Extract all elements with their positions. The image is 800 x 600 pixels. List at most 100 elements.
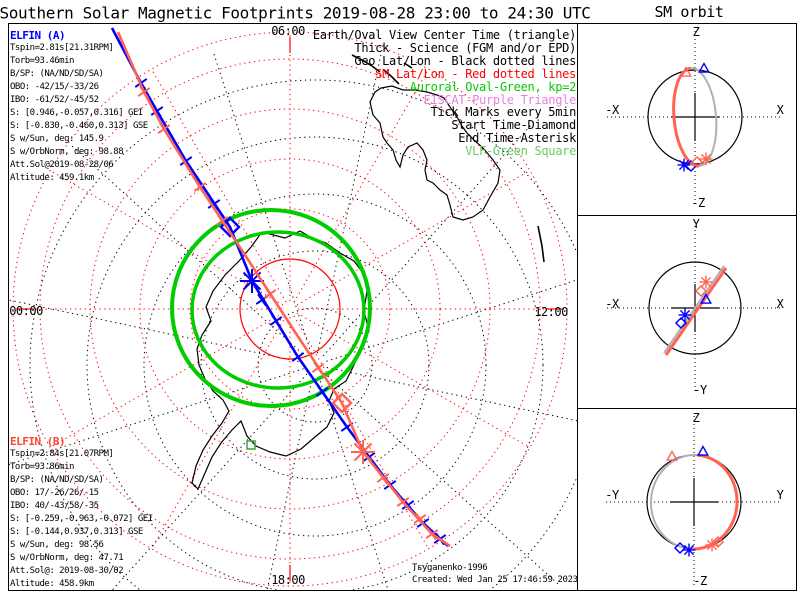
- asterisk-marker: [699, 275, 713, 289]
- legend-item: Thick - Science (FGM and/or EPD): [354, 40, 576, 55]
- mlt-label-1800: 18:00: [271, 573, 305, 587]
- elfin-b-line: Altitude: 458.9km: [10, 579, 94, 589]
- elfin-a-info-block: ELFIN (A) Tspin=2.81s[21.31RPM] Torb=93.…: [10, 29, 148, 185]
- 5min-tick: [137, 85, 151, 99]
- elfin-a-line: B/SP: (NA/ND/SD/SA): [10, 69, 104, 79]
- legend-item: End Time-Asterisk: [458, 131, 576, 146]
- created-stamp: Created: Wed Jan 25 17:46:59 2023: [412, 575, 578, 585]
- elfin-b-line: S w/Sun, deg: 98.56: [10, 540, 104, 550]
- triangle-marker: [698, 62, 710, 73]
- orbit-near-line: [664, 267, 728, 356]
- auroral-oval-outer: [170, 208, 372, 408]
- elfin-a-line: S: [0.946,-0.057,0.316] GEI: [10, 108, 143, 118]
- elfin-a-line: IBO: -61/52/-45/52: [10, 95, 99, 105]
- figure-title: Southern Solar Magnetic Footprints 2019-…: [0, 3, 591, 23]
- panel3-axis-left: -Y: [605, 488, 619, 502]
- panel3-axis-top: Z: [692, 411, 700, 425]
- orbit-panel-2: [607, 222, 783, 394]
- elfin-a-line: Torb=93.46min: [10, 56, 74, 66]
- elfin-b-line: Att.Sol@: 2019-08-30/02: [10, 566, 124, 576]
- legend-item: EISCAT-Purple Triangle: [423, 92, 577, 107]
- 5min-tick: [179, 154, 193, 168]
- end-time-asterisk: [351, 440, 375, 464]
- earth-circle: [648, 261, 742, 355]
- elfin-b-line: OBO: 17/-26/26/-15: [10, 488, 99, 498]
- coastline-fragment: [351, 54, 381, 73]
- vlf-square-marker: [246, 440, 256, 450]
- elfin-a-line: Att.Sol@2019-08-28/06: [10, 160, 114, 170]
- 5min-tick: [157, 122, 171, 136]
- asterisk-marker: [677, 158, 691, 172]
- elfin-b-title: ELFIN (B): [10, 435, 66, 448]
- legend-item: SM Lat/Lon - Red dotted lines: [375, 66, 576, 81]
- auroral-oval-inner: [190, 230, 366, 390]
- coastline-fragment: [403, 62, 413, 69]
- triangle-marker: [680, 66, 692, 77]
- elfin-a-line: Altitude: 459.1km: [10, 173, 94, 183]
- diamond-marker: [690, 155, 704, 169]
- 5min-tick: [315, 385, 329, 399]
- elfin-a-title: ELFIN (A): [10, 29, 66, 42]
- elfin-b-line: S w/OrbNorm, deg: 47.71: [10, 553, 124, 563]
- mlt-label-1200: 12:00: [534, 305, 568, 319]
- panel3-axis-bottom: -Z: [693, 574, 707, 588]
- elfin-b-line: S: [-0.259,-0.963,-0.072] GEI: [10, 514, 153, 524]
- panel3-axis-right: Y: [776, 488, 784, 502]
- orbit-far-line: [663, 265, 725, 354]
- triangle-marker: [666, 450, 678, 461]
- model-credit: Tsyganenko-1996: [412, 563, 488, 573]
- triangle-marker: [697, 445, 709, 456]
- frame-borders: [8, 23, 797, 591]
- start-time-diamond: [331, 392, 353, 414]
- diamond-marker: [694, 284, 708, 298]
- legend-item: Geo Lat/Lon - Black dotted lines: [354, 53, 576, 68]
- elfin-b-line: Torb=93.86min: [10, 462, 74, 472]
- elfin-b-info-block: ELFIN (B) Tspin=2.84s[21.07RPM] Torb=93.…: [10, 435, 153, 591]
- 5min-tick: [376, 471, 390, 485]
- elfin-b-line: IBO: 40/-43/58/-35: [10, 501, 99, 511]
- legend-item: Earth/Oval View Center Time (triangle): [312, 28, 576, 42]
- coastline-fragment: [383, 69, 400, 85]
- elfin-b-line: S: [-0.144,0.937,0.313] GSE: [10, 527, 143, 537]
- 5min-tick: [207, 197, 221, 211]
- auroral-oval: [170, 208, 372, 408]
- mlt-label-0000: 00:00: [9, 304, 43, 318]
- panel2-axis-top: Y: [692, 217, 700, 231]
- credits-block: Tsyganenko-1996 Created: Wed Jan 25 17:4…: [412, 562, 578, 586]
- elfin-b-line: B/SP: (NA/ND/SD/SA): [10, 475, 104, 485]
- 5min-tick: [311, 361, 325, 375]
- orbit-near-arc: [690, 453, 739, 551]
- panel1-axis-top: Z: [692, 25, 700, 39]
- sm-grid: [12, 31, 568, 587]
- triangle-marker: [700, 293, 712, 304]
- sm-orbit-title: SM orbit: [654, 3, 724, 21]
- mlt-label-0600: 06:00: [271, 24, 305, 38]
- panel2-axis-left: -X: [605, 297, 619, 311]
- panel2-axis-right: X: [776, 297, 784, 311]
- panel1-axis-bottom: -Z: [691, 196, 705, 210]
- track-elfin-b: [116, 31, 451, 548]
- 5min-tick: [215, 214, 229, 228]
- asterisk-marker: [682, 543, 696, 557]
- 5min-tick: [263, 287, 277, 301]
- coastline-landmass: [369, 85, 501, 221]
- 5min-tick: [425, 527, 439, 541]
- 5min-tick: [396, 495, 410, 509]
- diamond-marker: [711, 535, 725, 549]
- diamond-marker: [673, 541, 687, 555]
- orbit-far-arc: [650, 454, 698, 550]
- 5min-tick: [291, 350, 305, 364]
- legend-item: Tick Marks every 5min: [430, 105, 577, 120]
- map-legend: Earth/Oval View Center Time (triangle) T…: [313, 29, 576, 158]
- legend-item: VLF-Green Square: [465, 144, 576, 159]
- footprint-line: [116, 31, 451, 548]
- coastline-fragment: [537, 225, 545, 263]
- elfin-a-line: S w/Sun, deg: 145.9: [10, 134, 104, 144]
- panel1-axis-left: -X: [605, 103, 619, 117]
- elfin-a-line: S: [-0.830,-0.460,0.313] GSE: [10, 121, 148, 131]
- 5min-tick: [413, 512, 427, 526]
- 5min-tick: [193, 180, 207, 194]
- diamond-marker: [674, 316, 688, 330]
- elfin-a-line: OBO: -42/15/-33/26: [10, 82, 99, 92]
